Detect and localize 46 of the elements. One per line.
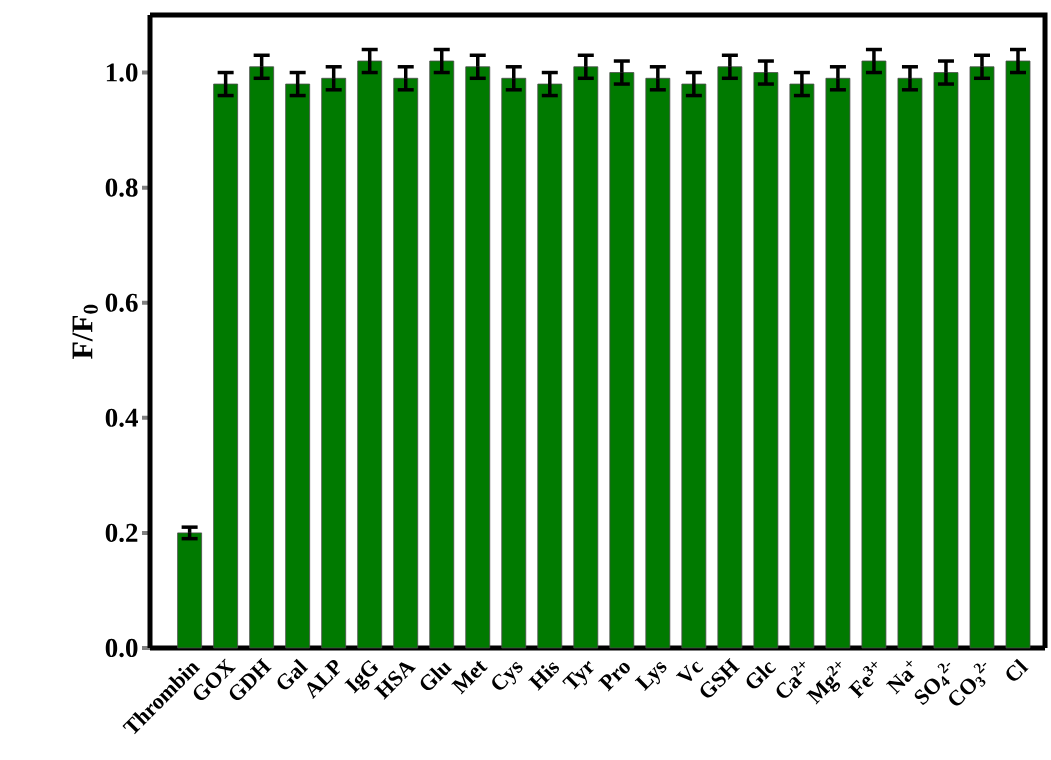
x-tick-label: His <box>528 662 560 691</box>
x-tick-label: Tyr <box>562 660 594 690</box>
y-tick-label: 0.8 <box>105 178 138 197</box>
x-tick-label: Cys <box>492 661 523 690</box>
x-tick-label: Na$^{+}$ <box>885 660 915 695</box>
y-tick-label: 1.0 <box>106 63 138 82</box>
bar <box>789 83 815 649</box>
bar <box>573 66 599 649</box>
bar <box>429 60 455 649</box>
x-tick-label: Glc <box>746 661 776 689</box>
bar <box>861 60 887 649</box>
y-axis-title: F/F$_{0}$ <box>72 304 98 359</box>
bar <box>393 77 419 649</box>
y-tick-label: 0.2 <box>105 523 138 543</box>
bar <box>465 66 491 649</box>
bar <box>681 83 707 649</box>
bar <box>249 66 275 649</box>
y-tick-label: 0.6 <box>105 293 138 312</box>
x-tick-label: CO$_{3}$2- <box>949 662 987 706</box>
bar <box>645 77 671 649</box>
bar <box>717 66 743 649</box>
x-tick-label: Gal <box>277 658 309 690</box>
x-tick-label: Fe$^{3+}$ <box>848 661 877 699</box>
x-tick-label: Pro <box>598 662 630 692</box>
bar <box>609 72 635 649</box>
x-tick-label: Mg$^{2+}$ <box>806 661 841 705</box>
x-tick-label: Ca$^{2+}$ <box>776 661 805 698</box>
bar <box>825 77 851 649</box>
bar <box>501 77 527 649</box>
bar <box>753 72 779 649</box>
bar <box>897 77 923 649</box>
bar <box>1005 60 1031 649</box>
x-tick-label: Met <box>451 660 488 695</box>
y-tick-label: 0.0 <box>105 638 138 658</box>
y-tick-label: 0.4 <box>105 408 138 427</box>
bar <box>177 532 203 649</box>
bar <box>933 72 959 649</box>
bar <box>285 83 311 649</box>
bar <box>321 77 347 649</box>
bar <box>969 66 995 649</box>
x-tick-label: Lys <box>634 661 667 691</box>
x-tick-label: Cl <box>1006 658 1029 681</box>
bar <box>537 83 563 649</box>
bar <box>213 83 239 649</box>
x-tick-label: Glu <box>420 662 453 691</box>
bar <box>357 60 383 649</box>
